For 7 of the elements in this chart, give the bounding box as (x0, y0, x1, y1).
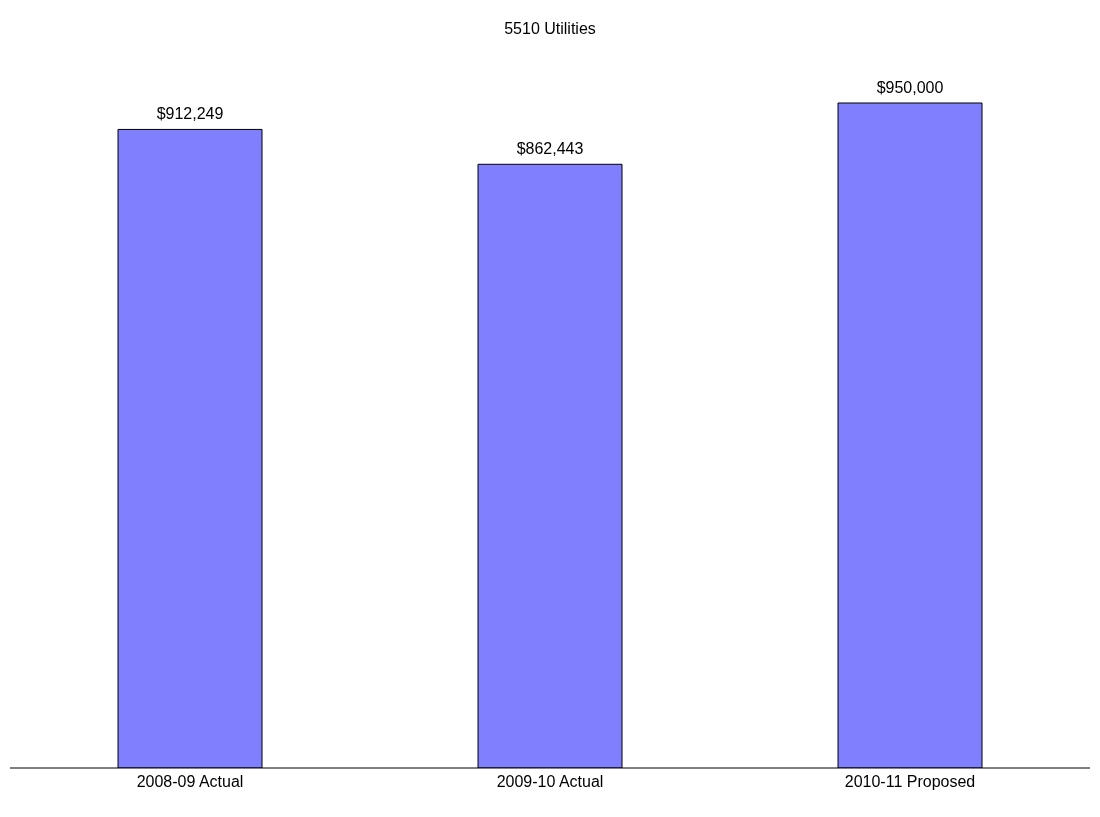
x-tick-label: 2009-10 Actual (496, 773, 604, 791)
x-tick-label: 2008-09 Actual (136, 773, 244, 791)
data-label: $912,249 (156, 105, 224, 123)
chart-title: 5510 Utilities (503, 20, 597, 38)
data-label: $862,443 (516, 140, 584, 158)
x-tick-label: 2010-11 Proposed (844, 773, 976, 791)
data-label: $950,000 (876, 79, 944, 96)
